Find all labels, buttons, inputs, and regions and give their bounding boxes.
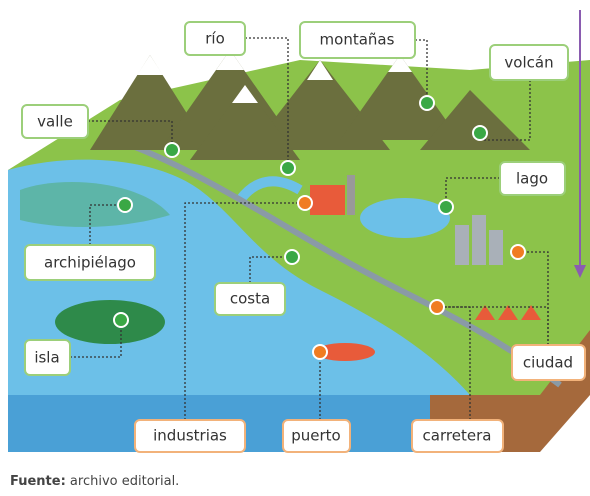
label-industrias: industrias (135, 420, 245, 452)
lake (360, 198, 450, 238)
label-text: volcán (504, 54, 553, 72)
label-text: lago (516, 170, 548, 188)
label-lago: lago (500, 162, 565, 195)
label-carretera: carretera (412, 420, 503, 452)
label-rio: río (185, 22, 245, 55)
page: río montañas volcán valle lago archipiél… (0, 0, 590, 496)
label-archipielago: archipiélago (25, 245, 155, 280)
label-isla: isla (25, 340, 70, 375)
label-puerto: puerto (283, 420, 350, 452)
label-text: archipiélago (44, 254, 136, 272)
diagram: río montañas volcán valle lago archipiél… (0, 0, 590, 496)
label-text: industrias (153, 427, 227, 445)
label-text: carretera (423, 427, 492, 445)
label-montanas: montañas (300, 22, 415, 58)
label-text: isla (34, 349, 59, 367)
caption-text: archivo editorial. (66, 474, 180, 489)
label-text: río (205, 30, 225, 48)
label-text: ciudad (523, 354, 573, 372)
label-text: valle (37, 113, 73, 131)
label-volcan: volcán (490, 45, 568, 80)
label-ciudad: ciudad (512, 345, 585, 380)
label-costa: costa (215, 283, 285, 315)
label-text: puerto (291, 427, 340, 445)
caption: Fuente: archivo editorial. (10, 474, 179, 489)
island (55, 300, 165, 344)
label-text: montañas (320, 31, 395, 49)
caption-source: Fuente: (10, 474, 66, 489)
label-text: costa (230, 290, 270, 308)
label-valle: valle (22, 105, 88, 138)
